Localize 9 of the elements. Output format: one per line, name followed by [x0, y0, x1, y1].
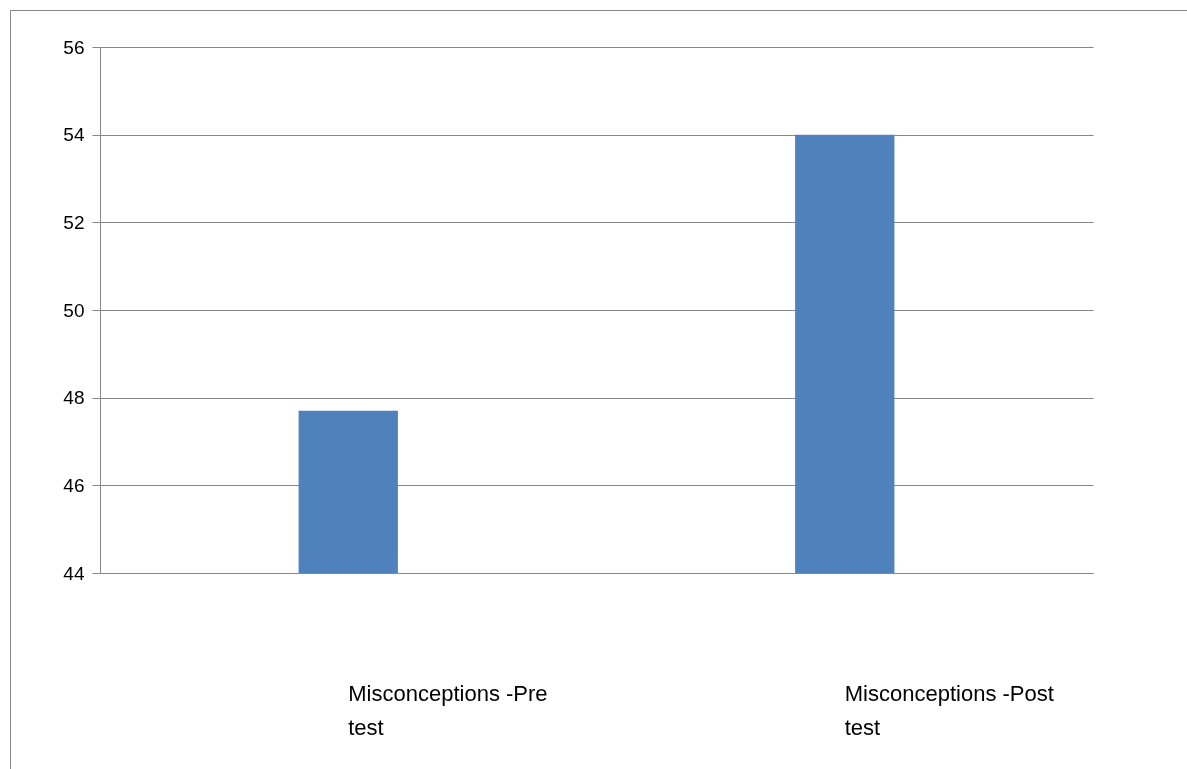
x-tick-label: Misconceptions -Post test: [844, 680, 1054, 740]
x-tick-label: Misconceptions -Pre test: [348, 680, 548, 740]
y-tick-label: 50: [63, 299, 85, 321]
y-tick-label: 54: [63, 124, 85, 146]
y-tick-label: 48: [63, 387, 85, 409]
y-tick-label: 46: [63, 474, 85, 496]
y-tick-label: 52: [63, 211, 85, 233]
y-tick-label: 56: [63, 36, 85, 58]
y-tick-label: 44: [63, 562, 85, 584]
